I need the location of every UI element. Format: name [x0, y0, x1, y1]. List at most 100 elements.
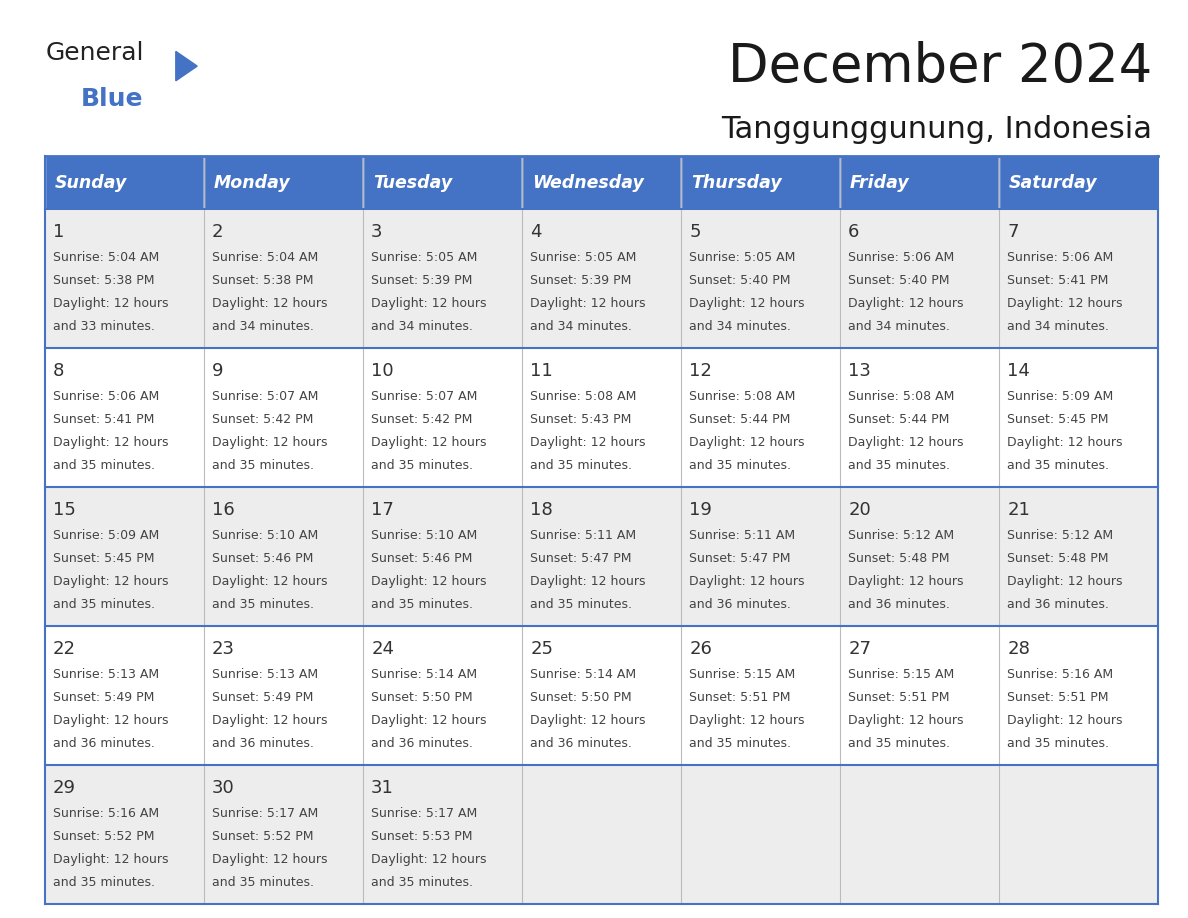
Text: Sunset: 5:47 PM: Sunset: 5:47 PM — [689, 552, 791, 565]
Text: Sunrise: 5:11 AM: Sunrise: 5:11 AM — [530, 529, 637, 542]
Text: Friday: Friday — [849, 174, 910, 192]
Text: 22: 22 — [53, 640, 76, 658]
Bar — [364, 156, 523, 209]
Text: Thursday: Thursday — [690, 174, 782, 192]
Text: 24: 24 — [371, 640, 394, 658]
Text: and 35 minutes.: and 35 minutes. — [53, 876, 156, 889]
Text: Sunrise: 5:12 AM: Sunrise: 5:12 AM — [1007, 529, 1113, 542]
Text: Wednesday: Wednesday — [532, 174, 644, 192]
Text: Daylight: 12 hours: Daylight: 12 hours — [53, 853, 169, 866]
Bar — [45, 626, 1158, 766]
Text: Daylight: 12 hours: Daylight: 12 hours — [213, 575, 328, 588]
Text: Sunset: 5:41 PM: Sunset: 5:41 PM — [1007, 274, 1108, 287]
Text: and 36 minutes.: and 36 minutes. — [689, 598, 791, 610]
Text: Sunset: 5:48 PM: Sunset: 5:48 PM — [1007, 552, 1108, 565]
Text: 20: 20 — [848, 501, 871, 520]
Text: 1: 1 — [53, 223, 64, 241]
Text: Sunset: 5:39 PM: Sunset: 5:39 PM — [530, 274, 632, 287]
Text: Daylight: 12 hours: Daylight: 12 hours — [689, 297, 804, 310]
Text: Sunrise: 5:09 AM: Sunrise: 5:09 AM — [53, 529, 159, 542]
Text: Sunrise: 5:13 AM: Sunrise: 5:13 AM — [213, 668, 318, 681]
Bar — [999, 156, 1158, 209]
Text: Daylight: 12 hours: Daylight: 12 hours — [848, 575, 963, 588]
Text: Sunset: 5:51 PM: Sunset: 5:51 PM — [848, 691, 949, 704]
Text: Tuesday: Tuesday — [373, 174, 451, 192]
Text: Daylight: 12 hours: Daylight: 12 hours — [213, 714, 328, 727]
Text: 8: 8 — [53, 363, 64, 380]
Text: Sunset: 5:46 PM: Sunset: 5:46 PM — [371, 552, 473, 565]
Text: Sunrise: 5:05 AM: Sunrise: 5:05 AM — [530, 251, 637, 264]
Text: and 35 minutes.: and 35 minutes. — [53, 598, 156, 610]
Text: 21: 21 — [1007, 501, 1030, 520]
Text: Sunset: 5:38 PM: Sunset: 5:38 PM — [53, 274, 154, 287]
Text: Sunrise: 5:16 AM: Sunrise: 5:16 AM — [53, 807, 159, 820]
Text: Sunrise: 5:10 AM: Sunrise: 5:10 AM — [213, 529, 318, 542]
Text: Sunrise: 5:08 AM: Sunrise: 5:08 AM — [689, 390, 796, 403]
Text: Sunset: 5:48 PM: Sunset: 5:48 PM — [848, 552, 949, 565]
Text: Sunrise: 5:17 AM: Sunrise: 5:17 AM — [213, 807, 318, 820]
Text: Sunset: 5:51 PM: Sunset: 5:51 PM — [689, 691, 791, 704]
Text: Daylight: 12 hours: Daylight: 12 hours — [848, 297, 963, 310]
Text: Sunset: 5:42 PM: Sunset: 5:42 PM — [213, 413, 314, 426]
Text: Daylight: 12 hours: Daylight: 12 hours — [689, 575, 804, 588]
Text: Sunrise: 5:05 AM: Sunrise: 5:05 AM — [371, 251, 478, 264]
Text: Sunrise: 5:14 AM: Sunrise: 5:14 AM — [371, 668, 478, 681]
Text: 9: 9 — [213, 363, 223, 380]
Text: Daylight: 12 hours: Daylight: 12 hours — [371, 853, 487, 866]
Text: Sunrise: 5:04 AM: Sunrise: 5:04 AM — [213, 251, 318, 264]
Text: Daylight: 12 hours: Daylight: 12 hours — [530, 297, 645, 310]
Bar — [523, 156, 681, 209]
Text: Monday: Monday — [214, 174, 290, 192]
Text: 6: 6 — [848, 223, 860, 241]
Bar — [45, 487, 1158, 626]
Text: Sunrise: 5:07 AM: Sunrise: 5:07 AM — [371, 390, 478, 403]
Text: December 2024: December 2024 — [728, 41, 1152, 94]
Text: Daylight: 12 hours: Daylight: 12 hours — [371, 714, 487, 727]
Text: Daylight: 12 hours: Daylight: 12 hours — [53, 575, 169, 588]
Text: and 36 minutes.: and 36 minutes. — [848, 598, 950, 610]
Text: Tanggunggunung, Indonesia: Tanggunggunung, Indonesia — [721, 115, 1152, 144]
Text: 16: 16 — [213, 501, 235, 520]
Text: and 35 minutes.: and 35 minutes. — [213, 876, 314, 889]
Text: 23: 23 — [213, 640, 235, 658]
Text: Daylight: 12 hours: Daylight: 12 hours — [689, 714, 804, 727]
Text: Sunrise: 5:10 AM: Sunrise: 5:10 AM — [371, 529, 478, 542]
Text: Sunset: 5:50 PM: Sunset: 5:50 PM — [530, 691, 632, 704]
Text: and 36 minutes.: and 36 minutes. — [1007, 598, 1110, 610]
Text: Daylight: 12 hours: Daylight: 12 hours — [848, 714, 963, 727]
Text: 5: 5 — [689, 223, 701, 241]
Text: Sunset: 5:50 PM: Sunset: 5:50 PM — [371, 691, 473, 704]
Text: Daylight: 12 hours: Daylight: 12 hours — [530, 436, 645, 449]
Text: 14: 14 — [1007, 363, 1030, 380]
Text: Daylight: 12 hours: Daylight: 12 hours — [689, 436, 804, 449]
Text: Daylight: 12 hours: Daylight: 12 hours — [1007, 436, 1123, 449]
Text: Sunset: 5:43 PM: Sunset: 5:43 PM — [530, 413, 632, 426]
Text: Sunrise: 5:12 AM: Sunrise: 5:12 AM — [848, 529, 954, 542]
Text: and 36 minutes.: and 36 minutes. — [53, 737, 154, 750]
Text: Sunrise: 5:07 AM: Sunrise: 5:07 AM — [213, 390, 318, 403]
Text: and 35 minutes.: and 35 minutes. — [371, 876, 473, 889]
Text: Sunrise: 5:14 AM: Sunrise: 5:14 AM — [530, 668, 637, 681]
Text: 10: 10 — [371, 363, 393, 380]
Text: and 35 minutes.: and 35 minutes. — [371, 459, 473, 472]
Text: and 35 minutes.: and 35 minutes. — [530, 598, 632, 610]
Text: Sunset: 5:39 PM: Sunset: 5:39 PM — [371, 274, 473, 287]
Text: Sunrise: 5:08 AM: Sunrise: 5:08 AM — [530, 390, 637, 403]
Text: and 33 minutes.: and 33 minutes. — [53, 319, 154, 333]
Text: and 35 minutes.: and 35 minutes. — [1007, 459, 1110, 472]
Text: 2: 2 — [213, 223, 223, 241]
Text: Sunrise: 5:08 AM: Sunrise: 5:08 AM — [848, 390, 955, 403]
Text: and 35 minutes.: and 35 minutes. — [689, 459, 791, 472]
Text: 31: 31 — [371, 779, 394, 797]
Text: 19: 19 — [689, 501, 712, 520]
Text: and 36 minutes.: and 36 minutes. — [530, 737, 632, 750]
Text: Sunrise: 5:06 AM: Sunrise: 5:06 AM — [53, 390, 159, 403]
Text: Sunset: 5:38 PM: Sunset: 5:38 PM — [213, 274, 314, 287]
Text: Daylight: 12 hours: Daylight: 12 hours — [848, 436, 963, 449]
Text: and 36 minutes.: and 36 minutes. — [213, 737, 314, 750]
Text: and 34 minutes.: and 34 minutes. — [689, 319, 791, 333]
Text: 27: 27 — [848, 640, 871, 658]
Text: and 35 minutes.: and 35 minutes. — [53, 459, 156, 472]
Text: Daylight: 12 hours: Daylight: 12 hours — [213, 853, 328, 866]
Text: 30: 30 — [213, 779, 235, 797]
